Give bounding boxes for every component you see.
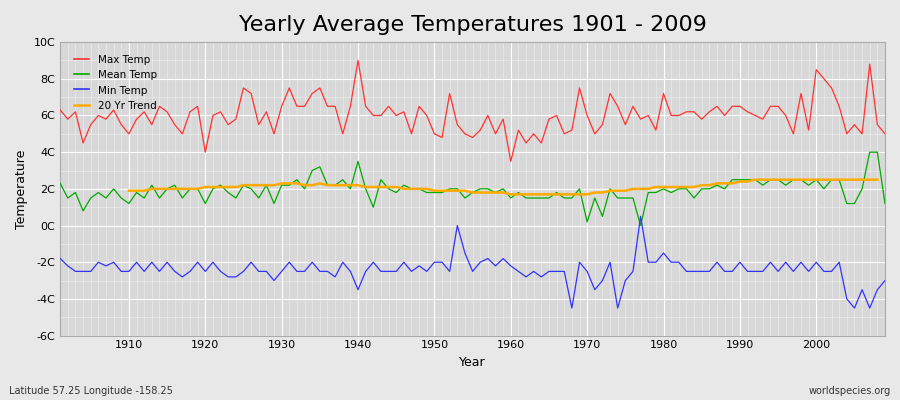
Title: Yearly Average Temperatures 1901 - 2009: Yearly Average Temperatures 1901 - 2009	[238, 15, 706, 35]
Legend: Max Temp, Mean Temp, Min Temp, 20 Yr Trend: Max Temp, Mean Temp, Min Temp, 20 Yr Tre…	[69, 50, 161, 115]
Text: Latitude 57.25 Longitude -158.25: Latitude 57.25 Longitude -158.25	[9, 386, 173, 396]
X-axis label: Year: Year	[459, 356, 486, 369]
Text: worldspecies.org: worldspecies.org	[809, 386, 891, 396]
Y-axis label: Temperature: Temperature	[15, 149, 28, 228]
